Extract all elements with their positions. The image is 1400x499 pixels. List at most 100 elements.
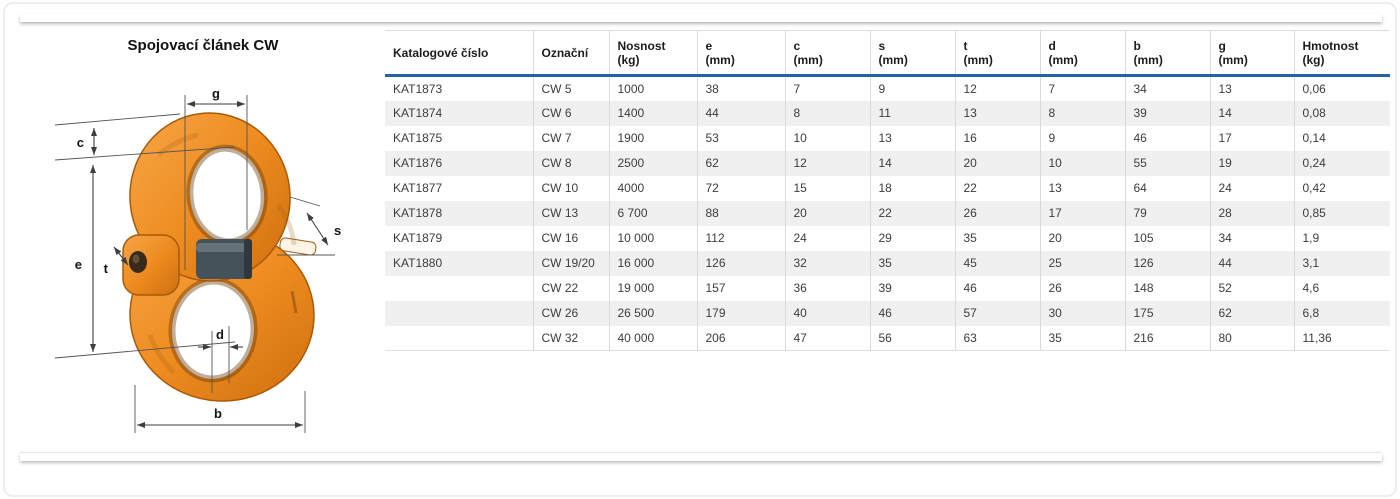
column-header-7: t (mm) — [955, 30, 1041, 77]
table-row: KAT1875 CW 7 1900 53 10 13 16 9 46 17 0,14 — [385, 125, 1390, 151]
table-cell: KAT1880 — [385, 250, 534, 276]
table-cell: 126 — [697, 250, 786, 276]
table-cell: 46 — [955, 275, 1041, 301]
table-row: CW 22 19 000 157 36 39 46 26 148 52 4,6 — [385, 275, 1390, 301]
table-cell: CW 32 — [533, 325, 610, 351]
table-row: CW 26 26 500 179 40 46 57 30 175 62 6,8 — [385, 300, 1390, 326]
table-cell: CW 13 — [533, 200, 610, 226]
table-cell: CW 7 — [533, 125, 610, 151]
table-cell: 8 — [785, 100, 871, 126]
table-cell: 13 — [955, 100, 1041, 126]
table-cell: 34 — [1125, 75, 1211, 101]
table-cell: KAT1874 — [385, 100, 534, 126]
table-cell: 8 — [1040, 100, 1126, 126]
table-cell: 7 — [785, 75, 871, 101]
dimension-s: s — [277, 196, 341, 256]
dim-label-t: t — [104, 261, 109, 276]
table-cell: 20 — [785, 200, 871, 226]
table-cell: 10 — [785, 125, 871, 151]
page-title: Spojovací článek CW — [127, 37, 279, 54]
table-cell: 0,85 — [1294, 200, 1390, 226]
column-header-11: Hmotnost (kg) — [1294, 30, 1390, 77]
table-cell: 13 — [870, 125, 956, 151]
table-cell: 112 — [697, 225, 786, 251]
table-header-row: Katalogové číslo Označní Nosnost (kg) e (mm) c… — [385, 30, 1390, 77]
table-cell: 11 — [870, 100, 956, 126]
table-cell: 62 — [1210, 300, 1295, 326]
table-cell: 3,1 — [1294, 250, 1390, 276]
table-cell: KAT1877 — [385, 175, 534, 201]
table-cell: 45 — [955, 250, 1041, 276]
column-header-4: e (mm) — [697, 30, 786, 77]
table-cell: 14 — [1210, 100, 1295, 126]
link-body — [122, 112, 317, 402]
column-header-2: Označní — [533, 30, 610, 77]
table-cell: KAT1878 — [385, 200, 534, 226]
table-cell: 25 — [1040, 250, 1126, 276]
table-cell: 38 — [697, 75, 786, 101]
table-cell: 36 — [785, 275, 871, 301]
table-cell: 46 — [870, 300, 956, 326]
product-image: g c e t s d b — [54, 86, 341, 433]
table-cell: 79 — [1125, 200, 1211, 226]
table-cell: 6 700 — [609, 200, 698, 226]
column-header-3: Nosnost (kg) — [609, 30, 698, 77]
table-cell: 57 — [955, 300, 1041, 326]
table-cell: 22 — [870, 200, 956, 226]
table-cell: 46 — [1125, 125, 1211, 151]
table-cell: 206 — [697, 325, 786, 351]
table-row: KAT1877 CW 10 4000 72 15 18 22 13 64 24 0,42 — [385, 175, 1390, 201]
table-cell: 15 — [785, 175, 871, 201]
dimension-b: b — [134, 385, 306, 433]
table-cell: KAT1873 — [385, 75, 534, 101]
column-header-6: s (mm) — [870, 30, 956, 77]
table-cell: 40 — [785, 300, 871, 326]
table-cell: 1,9 — [1294, 225, 1390, 251]
table-row: KAT1878 CW 13 6 700 88 20 22 26 17 79 28 0,85 — [385, 200, 1390, 226]
table-cell: 1000 — [609, 75, 698, 101]
table-cell: 24 — [1210, 175, 1295, 201]
table-cell — [385, 275, 534, 301]
table-cell: 26 — [1040, 275, 1126, 301]
table-cell: 24 — [785, 225, 871, 251]
table-cell: CW 26 — [533, 300, 610, 326]
table-cell: 9 — [1040, 125, 1126, 151]
table-cell: 1900 — [609, 125, 698, 151]
table-row: CW 32 40 000 206 47 56 63 35 216 80 11,36 — [385, 325, 1390, 351]
table-cell: CW 5 — [533, 75, 610, 101]
table-cell: 0,08 — [1294, 100, 1390, 126]
table-cell: 44 — [697, 100, 786, 126]
column-header-10: g (mm) — [1210, 30, 1295, 77]
table-cell — [385, 300, 534, 326]
table-cell: 0,06 — [1294, 75, 1390, 101]
dim-label-d: d — [216, 327, 224, 342]
table-cell: 64 — [1125, 175, 1211, 201]
dimension-d: d — [198, 326, 243, 393]
table-cell: 34 — [1210, 225, 1295, 251]
table-cell: 6,8 — [1294, 300, 1390, 326]
column-header-8: d (mm) — [1040, 30, 1126, 77]
table-cell: 63 — [955, 325, 1041, 351]
table-cell: CW 16 — [533, 225, 610, 251]
table-cell: 10 — [1040, 150, 1126, 176]
table-cell: 157 — [697, 275, 786, 301]
column-header-9: b (mm) — [1125, 30, 1211, 77]
table-cell: CW 22 — [533, 275, 610, 301]
dimension-t: t — [104, 246, 129, 276]
table-row: KAT1873 CW 5 1000 38 7 9 12 7 34 13 0,06 — [385, 75, 1390, 101]
column-header-1: Katalogové číslo — [385, 30, 534, 77]
table-cell: 13 — [1210, 75, 1295, 101]
table-row: KAT1880 CW 19/20 16 000 126 32 35 45 25 126 44 3,1 — [385, 250, 1390, 276]
dim-label-b: b — [214, 406, 222, 421]
table-row: KAT1874 CW 6 1400 44 8 11 13 8 39 14 0,08 — [385, 100, 1390, 126]
link-top-opening — [189, 148, 265, 242]
link-left-lug — [122, 234, 180, 296]
table-cell: 72 — [697, 175, 786, 201]
product-spec-table: Katalogové číslo Označní Nosnost (kg) e (mm) c… — [385, 30, 1390, 351]
dim-label-s: s — [334, 223, 341, 238]
table-cell: 0,14 — [1294, 125, 1390, 151]
table-cell: 16 000 — [609, 250, 698, 276]
table-cell: 175 — [1125, 300, 1211, 326]
dim-label-e: e — [75, 257, 82, 272]
table-cell: 179 — [697, 300, 786, 326]
